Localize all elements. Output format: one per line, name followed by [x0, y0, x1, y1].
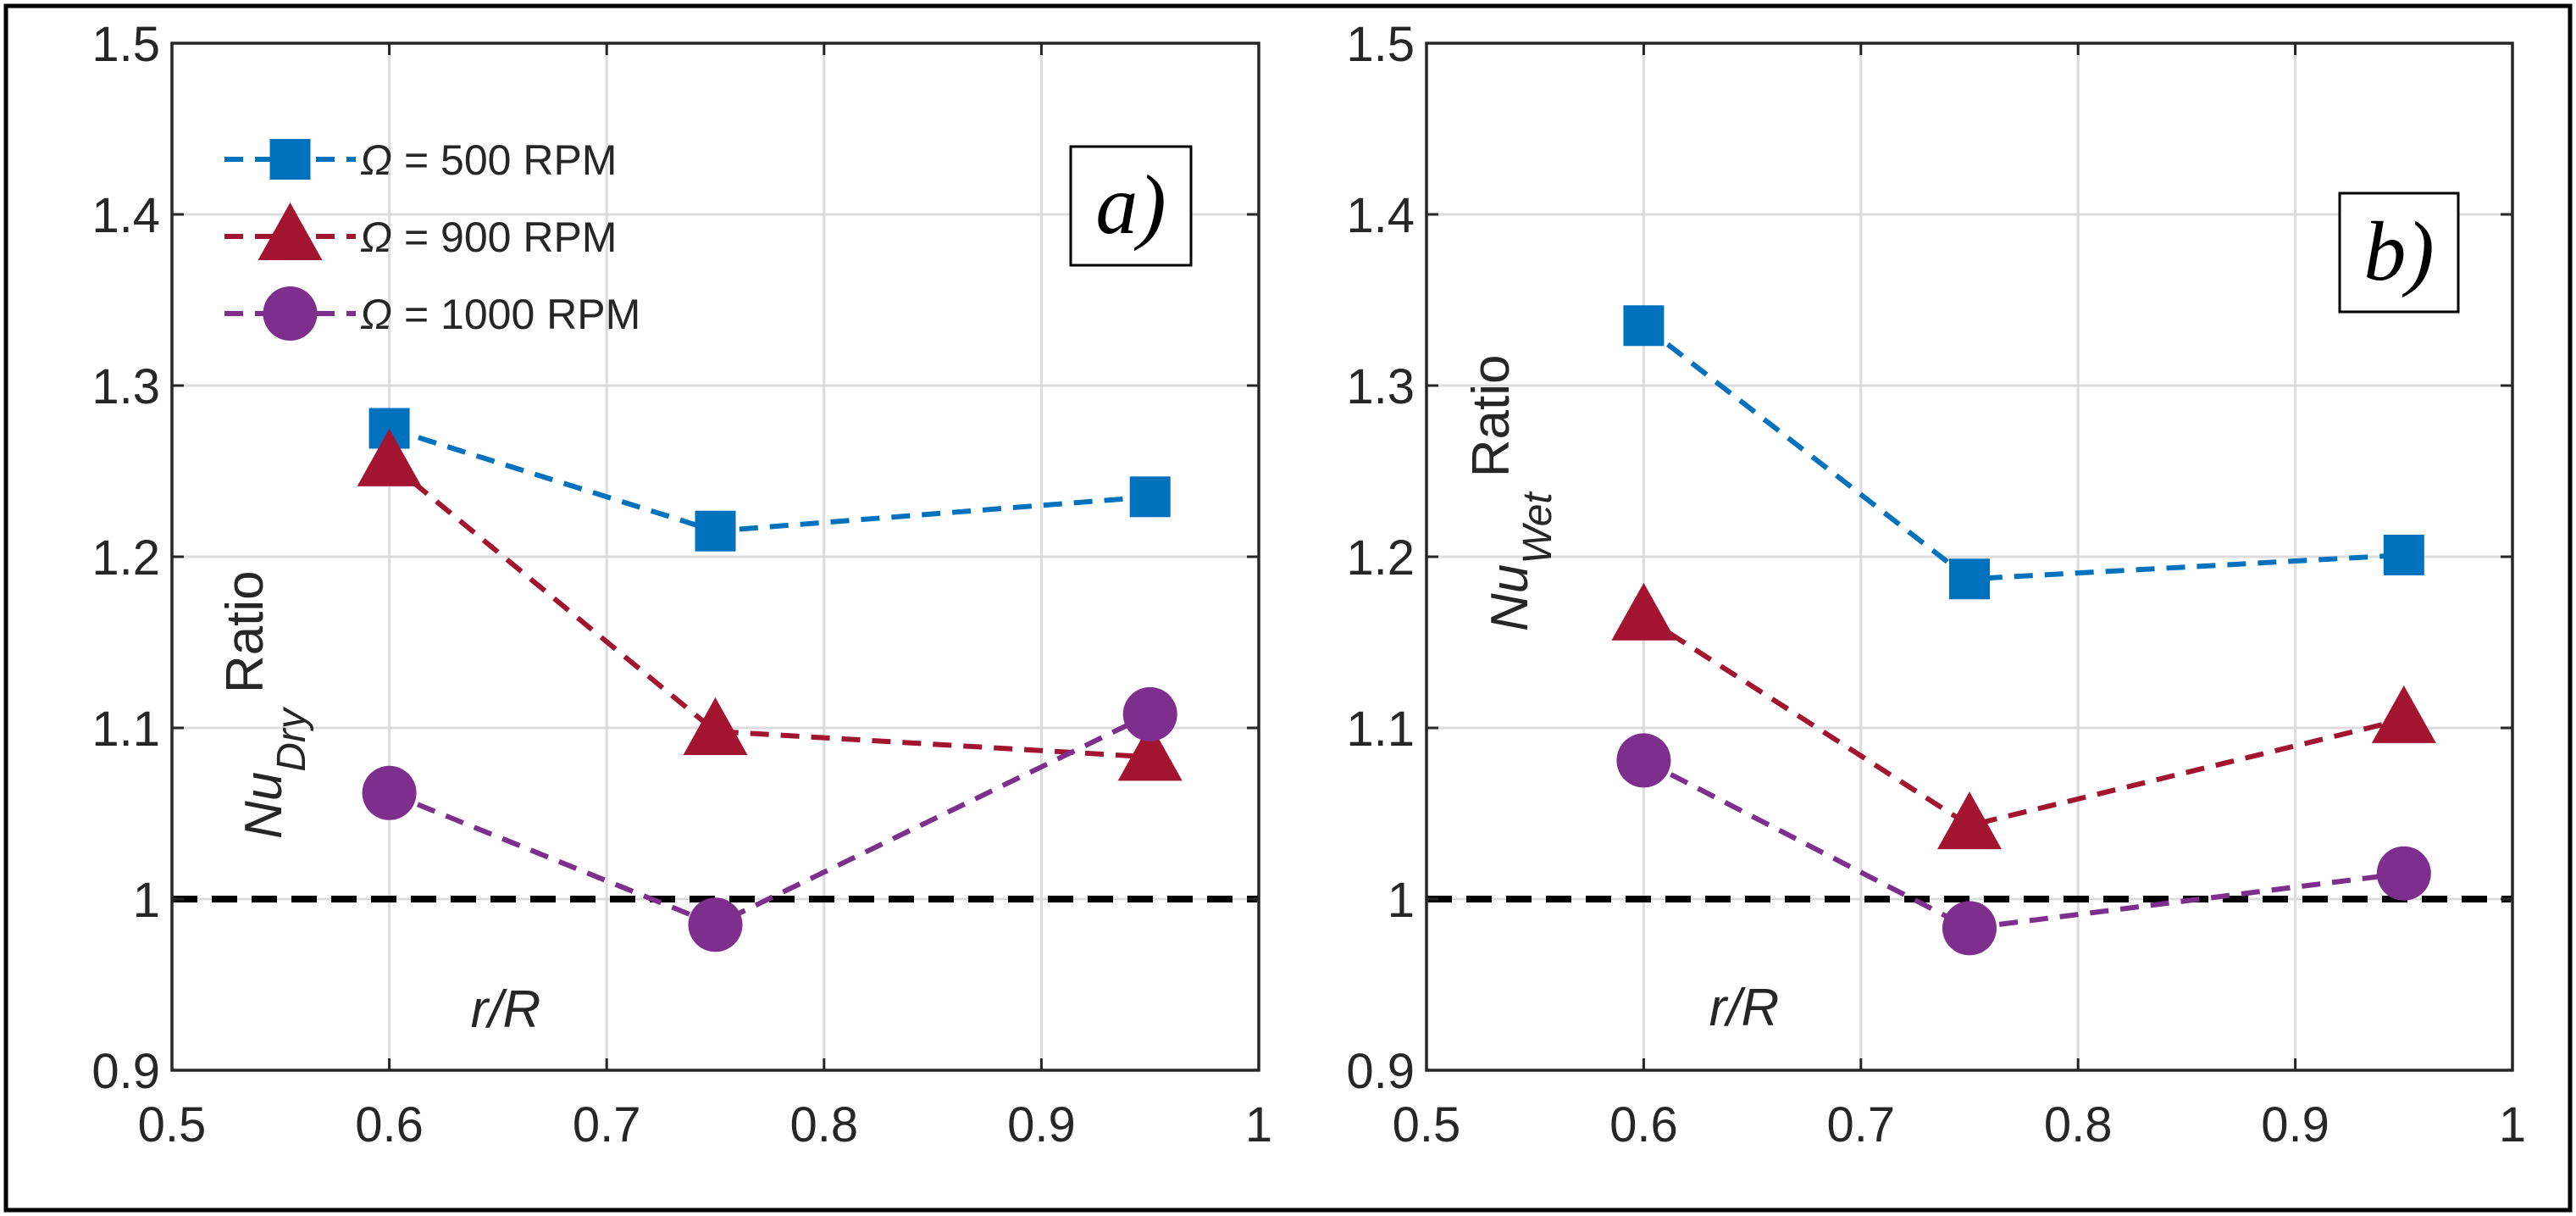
y-tick-label: 1.4 [1346, 188, 1415, 243]
legend-value: = 500 RPM [392, 136, 617, 184]
legend-symbol: Ω [360, 136, 392, 184]
x-tick-label: 0.6 [1609, 1097, 1678, 1152]
y-tick-label: 0.9 [91, 1044, 160, 1099]
y-axis-label-subscript: Wet [1515, 491, 1560, 564]
data-point [2371, 685, 2436, 743]
panel-label: a) [1095, 158, 1166, 252]
data-point [683, 697, 748, 756]
y-tick-label: 1.2 [91, 530, 160, 586]
figure-frame [3, 3, 2573, 1213]
y-tick-label: 1 [1388, 873, 1415, 928]
y-tick-label: 1.5 [91, 17, 160, 72]
x-tick-label: 0.5 [138, 1097, 207, 1152]
data-point [1949, 558, 1990, 600]
data-point [1122, 686, 1177, 741]
data-point [1937, 791, 2002, 850]
series-circle [362, 686, 1177, 952]
axis-ticks: 0.5 0.6 0.7 0.8 0.9 1 0.9 1 1.1 1.2 1.3 1.4 1.5 [1346, 17, 2526, 1152]
series-circle [1616, 733, 2431, 956]
y-tick-label: 1.5 [1346, 17, 1415, 72]
y-tick-label: 1.2 [1346, 530, 1415, 586]
data-point [1616, 733, 1671, 788]
series-square [1623, 305, 2424, 600]
legend-marker [269, 139, 311, 180]
x-axis-label: r/R [1709, 979, 1780, 1037]
legend-symbol: Ω [360, 291, 392, 338]
x-tick-label: 0.7 [1826, 1097, 1895, 1152]
y-axis-label: NuDry Ratio [216, 570, 314, 839]
legend-item: Ω = 500 RPM [224, 136, 617, 184]
panel-a: 0.5 0.6 0.7 0.8 0.9 1 0.9 1 1.1 1.2 1.3 1.4 1.5 a) N… [91, 17, 1272, 1152]
legend-value: = 1000 RPM [392, 291, 640, 338]
legend-symbol: Ω [360, 214, 392, 261]
legend-value: = 900 RPM [392, 214, 617, 261]
y-tick-label: 1.3 [1346, 359, 1415, 414]
y-tick-label: 1.3 [91, 359, 160, 414]
y-tick-label: 1.4 [91, 188, 160, 243]
y-axis-label-main: Nu [235, 772, 293, 839]
y-tick-label: 1.1 [1346, 702, 1415, 757]
legend-label: Ω = 1000 RPM [360, 291, 640, 338]
series-layer [1611, 305, 2436, 956]
data-point [1611, 582, 1676, 641]
x-tick-label: 0.8 [789, 1097, 858, 1152]
y-tick-label: 1 [133, 873, 160, 928]
y-tick-label: 0.9 [1346, 1044, 1415, 1099]
data-point [2376, 846, 2431, 901]
x-tick-label: 0.6 [355, 1097, 424, 1152]
series-line [1642, 614, 2405, 829]
x-tick-label: 0.5 [1393, 1097, 1461, 1152]
series-triangle [357, 428, 1183, 781]
panel-b: 0.5 0.6 0.7 0.8 0.9 1 0.9 1 1.1 1.2 1.3 1.4 1.5 b) N… [1346, 17, 2526, 1152]
x-tick-label: 0.9 [2261, 1097, 2329, 1152]
panel-label-box: a) [1069, 145, 1193, 267]
legend-marker [258, 203, 323, 260]
legend-label: Ω = 900 RPM [360, 214, 617, 261]
panel-label-box: b) [2338, 192, 2460, 314]
y-axis-label: NuWet Ratio [1462, 355, 1560, 631]
y-tick-label: 1.1 [91, 702, 160, 757]
axis-ticks: 0.5 0.6 0.7 0.8 0.9 1 0.9 1 1.1 1.2 1.3 1.4 1.5 [91, 17, 1272, 1152]
legend-item: Ω = 1000 RPM [224, 286, 640, 341]
x-tick-label: 1 [2499, 1097, 2526, 1152]
data-point [1117, 723, 1183, 781]
y-axis-label-suffix: Ratio [216, 570, 274, 693]
data-point [695, 510, 736, 552]
y-axis-label-main: Nu [1481, 564, 1539, 631]
x-tick-label: 1 [1245, 1097, 1272, 1152]
data-point [688, 897, 743, 952]
legend-marker [263, 286, 318, 341]
x-axis-label: r/R [471, 980, 541, 1039]
data-point [1129, 476, 1171, 518]
x-tick-label: 0.7 [573, 1097, 641, 1152]
y-axis-label-suffix: Ratio [1462, 355, 1521, 478]
series-square [368, 408, 1171, 552]
data-point [362, 765, 417, 820]
series-triangle [1611, 582, 2436, 850]
y-axis-label-subscript: Dry [269, 706, 314, 772]
series-layer [357, 408, 1183, 952]
legend-item: Ω = 900 RPM [224, 203, 617, 261]
data-point [357, 428, 422, 486]
legend-label: Ω = 500 RPM [360, 136, 617, 184]
data-point [2383, 534, 2424, 575]
series-line [387, 460, 1150, 760]
x-tick-label: 0.9 [1007, 1097, 1076, 1152]
data-point [1623, 305, 1665, 347]
data-point [1942, 901, 1997, 956]
x-tick-label: 0.8 [2044, 1097, 2113, 1152]
panel-label: b) [2363, 204, 2434, 298]
